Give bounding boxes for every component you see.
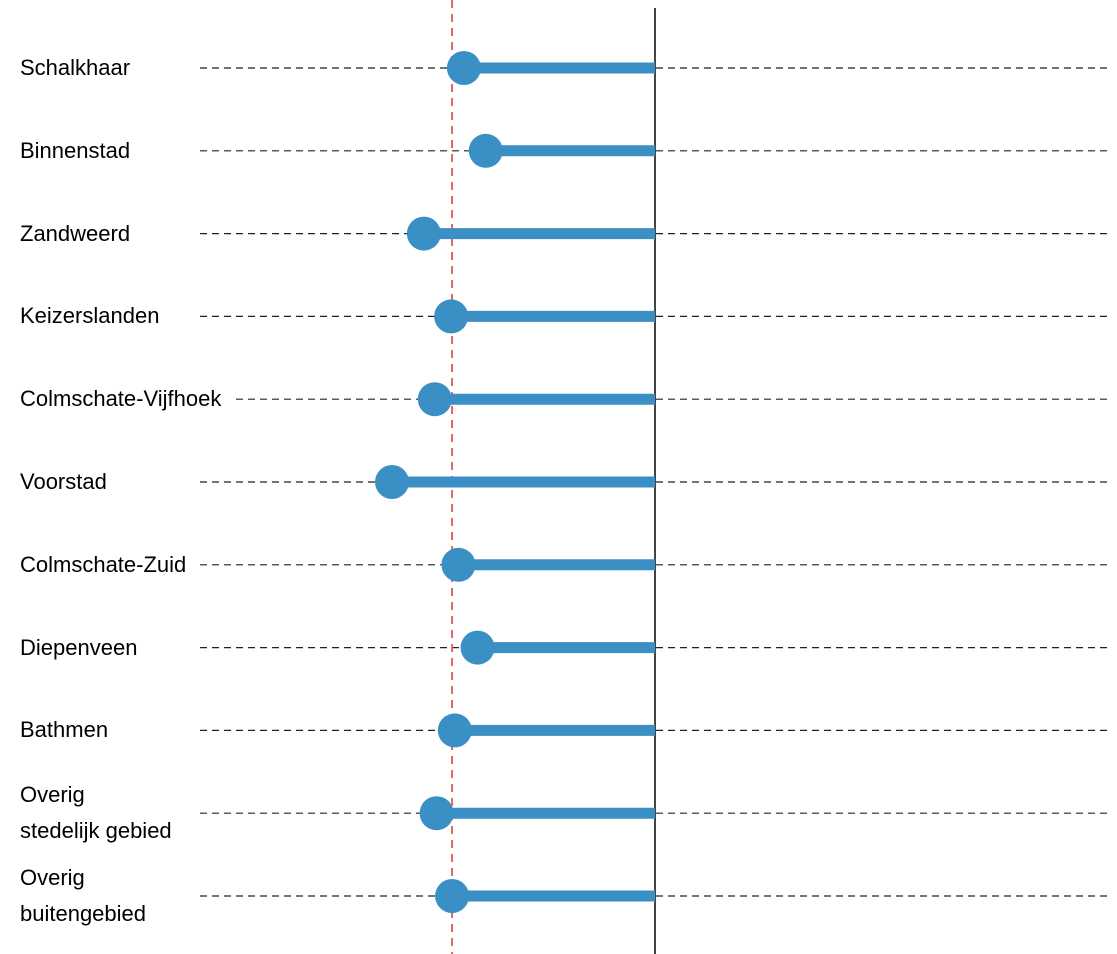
category-label: Colmschate-Vijfhoek bbox=[20, 381, 232, 418]
category-label: Binnenstad bbox=[20, 132, 141, 169]
dot bbox=[417, 382, 452, 417]
category-label: Diepenveen bbox=[20, 629, 148, 666]
category-label: Zandweerd bbox=[20, 215, 141, 252]
dot bbox=[441, 547, 476, 582]
dot bbox=[375, 465, 410, 499]
category-label: Bathmen bbox=[20, 712, 119, 749]
dot bbox=[406, 216, 441, 251]
category-label: Overig stedelijk gebied bbox=[20, 777, 182, 850]
dot bbox=[419, 796, 454, 831]
dot bbox=[460, 630, 495, 665]
dot bbox=[435, 879, 470, 913]
category-label: Voorstad bbox=[20, 464, 117, 500]
dot bbox=[434, 299, 469, 334]
dot bbox=[437, 713, 472, 748]
category-label: Overig buitengebied bbox=[20, 860, 157, 932]
category-label: Schalkhaar bbox=[20, 50, 141, 86]
dot bbox=[446, 51, 481, 85]
dot bbox=[468, 133, 503, 168]
category-label: Keizerslanden bbox=[20, 298, 170, 335]
category-label: Colmschate-Zuid bbox=[20, 546, 197, 583]
